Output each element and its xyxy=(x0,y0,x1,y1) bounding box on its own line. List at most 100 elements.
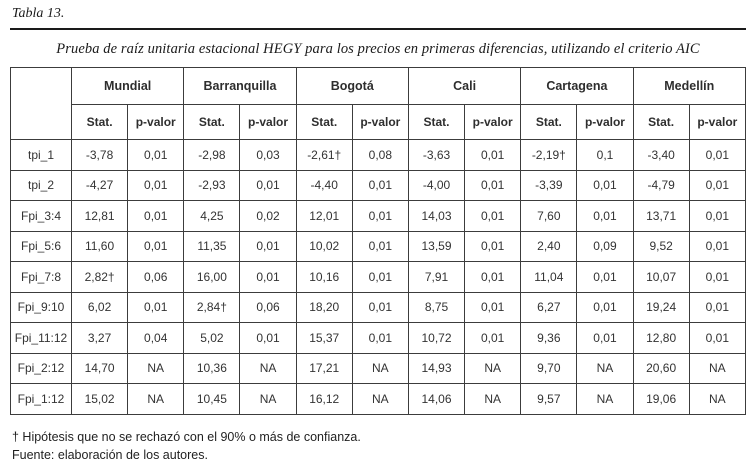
table-row: Fpi_5:6 11,60 0,01 11,35 0,01 10,02 0,01 13,59 0… xyxy=(10,230,747,262)
stat-value: -4,00 xyxy=(407,169,466,201)
stat-value: 8,75 xyxy=(407,291,466,323)
stat-value: 15,02 xyxy=(70,383,129,415)
pvalor-value: 0,06 xyxy=(127,261,185,293)
stat-value: 5,02 xyxy=(183,322,241,354)
row-label: Fpi_1:12 xyxy=(10,383,72,415)
pvalor-subheader: p-valor xyxy=(351,104,409,140)
pvalor-value: 0,01 xyxy=(688,230,747,262)
pvalor-value: 0,01 xyxy=(239,230,297,262)
stat-value: 10,16 xyxy=(295,261,353,293)
pvalor-value: NA xyxy=(576,352,634,384)
row-label: Fpi_9:10 xyxy=(10,291,72,323)
pvalor-value: 0,01 xyxy=(351,169,409,201)
stat-value: 12,80 xyxy=(632,322,690,354)
column-group-header: Medellín xyxy=(632,67,747,105)
pvalor-value: NA xyxy=(127,352,185,384)
stat-subheader: Stat. xyxy=(183,104,241,140)
stat-value: 14,70 xyxy=(70,352,129,384)
pvalor-value: 0,01 xyxy=(351,261,409,293)
footnote-dagger: † Hipótesis que no se rechazó con el 90%… xyxy=(12,429,361,444)
pvalor-value: 0,01 xyxy=(688,322,747,354)
pvalor-value: 0,01 xyxy=(239,169,297,201)
pvalor-value: 0,01 xyxy=(688,261,747,293)
pvalor-value: 0,01 xyxy=(351,200,409,232)
table-row: Fpi_3:4 12,81 0,01 4,25 0,02 12,01 0,01 14,03 0,… xyxy=(10,200,747,232)
stat-value: 10,72 xyxy=(407,322,466,354)
stat-subheader: Stat. xyxy=(70,104,129,140)
pvalor-value: 0,01 xyxy=(127,291,185,323)
stat-value: 9,52 xyxy=(632,230,690,262)
stat-value: 15,37 xyxy=(295,322,353,354)
pvalor-value: 0,01 xyxy=(464,169,522,201)
stat-value: -4,27 xyxy=(70,169,129,201)
pvalor-value: 0,01 xyxy=(351,230,409,262)
stat-value: -3,78 xyxy=(70,139,129,171)
stat-value: 6,27 xyxy=(520,291,578,323)
pvalor-value: NA xyxy=(239,383,297,415)
pvalor-value: 0,01 xyxy=(127,200,185,232)
pvalor-value: 0,01 xyxy=(576,169,634,201)
stat-value: 2,82† xyxy=(70,261,129,293)
stat-value: 13,59 xyxy=(407,230,466,262)
pvalor-value: 0,01 xyxy=(239,261,297,293)
stat-value: 2,84† xyxy=(183,291,241,323)
pvalor-value: NA xyxy=(688,383,747,415)
pvalor-value: 0,01 xyxy=(464,322,522,354)
stat-value: 9,70 xyxy=(520,352,578,384)
pvalor-value: 0,01 xyxy=(688,169,747,201)
pvalor-subheader: p-valor xyxy=(688,104,747,140)
pvalor-value: NA xyxy=(464,352,522,384)
table-row: tpi_1 -3,78 0,01 -2,98 0,03 -2,61† 0,08 -3,63 0,… xyxy=(10,139,747,171)
footnotes-block: † Hipótesis que no se rechazó con el 90%… xyxy=(10,428,746,464)
stat-subheader: Stat. xyxy=(407,104,466,140)
pvalor-value: 0,01 xyxy=(464,291,522,323)
stat-value: -2,93 xyxy=(183,169,241,201)
stat-value: 10,45 xyxy=(183,383,241,415)
pvalor-subheader: p-valor xyxy=(239,104,297,140)
horizontal-rule xyxy=(10,28,746,30)
pvalor-value: NA xyxy=(351,352,409,384)
pvalor-value: 0,03 xyxy=(239,139,297,171)
table-row: Fpi_11:12 3,27 0,04 5,02 0,01 15,37 0,01 10,72 0… xyxy=(10,322,747,354)
pvalor-value: NA xyxy=(239,352,297,384)
stat-value: 18,20 xyxy=(295,291,353,323)
stat-subheader: Stat. xyxy=(295,104,353,140)
pvalor-value: NA xyxy=(464,383,522,415)
pvalor-value: 0,01 xyxy=(688,200,747,232)
row-label: tpi_2 xyxy=(10,169,72,201)
pvalor-value: 0,01 xyxy=(239,322,297,354)
pvalor-subheader: p-valor xyxy=(576,104,634,140)
pvalor-value: NA xyxy=(351,383,409,415)
table-row: Fpi_9:10 6,02 0,01 2,84† 0,06 18,20 0,01 8,75 0,… xyxy=(10,291,747,323)
pvalor-value: 0,01 xyxy=(688,139,747,171)
row-label: Fpi_7:8 xyxy=(10,261,72,293)
stat-value: 11,60 xyxy=(70,230,129,262)
stat-value: 10,36 xyxy=(183,352,241,384)
pvalor-value: 0,01 xyxy=(464,230,522,262)
pvalor-value: 0,01 xyxy=(464,200,522,232)
stat-value: 19,06 xyxy=(632,383,690,415)
stat-value: -3,63 xyxy=(407,139,466,171)
pvalor-value: 0,01 xyxy=(464,261,522,293)
stat-value: -3,40 xyxy=(632,139,690,171)
pvalor-value: 0,09 xyxy=(576,230,634,262)
pvalor-value: 0,01 xyxy=(127,169,185,201)
pvalor-value: 0,01 xyxy=(127,139,185,171)
stat-value: 11,04 xyxy=(520,261,578,293)
stat-value: 14,06 xyxy=(407,383,466,415)
pvalor-value: NA xyxy=(576,383,634,415)
stat-value: 9,57 xyxy=(520,383,578,415)
table-body: tpi_1 -3,78 0,01 -2,98 0,03 -2,61† 0,08 -3,63 0,… xyxy=(10,139,747,415)
pvalor-value: 0,01 xyxy=(464,139,522,171)
stat-value: -2,61† xyxy=(295,139,353,171)
pvalor-subheader: p-valor xyxy=(127,104,185,140)
corner-cell xyxy=(10,67,72,140)
column-group-header: Cartagena xyxy=(520,67,634,105)
stat-value: 20,60 xyxy=(632,352,690,384)
column-group-header: Bogotá xyxy=(295,67,409,105)
stat-value: 4,25 xyxy=(183,200,241,232)
hegy-results-table: Mundial Barranquilla Bogotá Cali Cartagena Me… xyxy=(10,67,747,415)
stat-subheader: Stat. xyxy=(520,104,578,140)
table-row: Fpi_1:12 15,02 NA 10,45 NA 16,12 NA 14,06 NA 9,57… xyxy=(10,383,747,415)
row-label: Fpi_11:12 xyxy=(10,322,72,354)
